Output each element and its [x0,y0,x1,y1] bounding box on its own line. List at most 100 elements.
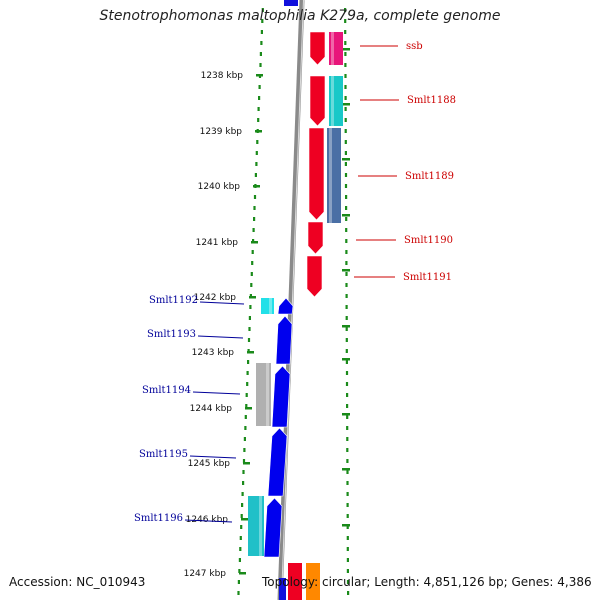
scale-tick [253,185,260,188]
gene-smlt1188-cds-arrow [309,75,326,127]
outer-right-dotted-track [346,437,349,441]
partial-gene-bottom-blue [279,578,286,600]
inner-left-dotted-track [253,195,257,199]
inner-left-dotted-track [257,107,260,111]
inner-left-dotted-track [247,360,250,364]
inner-left-dotted-track [260,30,263,34]
gene-smlt1194-feature [256,363,271,426]
inner-left-dotted-track [253,206,256,210]
outer-right-dotted-track [345,349,348,353]
scale-label: 1241 kbp [196,238,239,248]
gene-label-smlt1190: Smlt1190 [404,235,453,246]
scale-tick [249,296,256,299]
scale-tick [256,74,263,77]
inner-left-dotted-track [245,393,248,397]
outer-right-dotted-track [344,162,347,166]
scale-tick-right [342,103,350,106]
scale-tick [243,462,250,465]
outer-right-dotted-track [344,173,348,177]
feature-sheen [259,496,262,556]
gene-smlt1196-feature [248,496,264,556]
feature-sheen [329,128,332,223]
outer-right-dotted-track [346,393,349,397]
outer-right-dotted-track [344,52,347,56]
partial-gene-top [284,0,298,6]
gene-label-smlt1188: Smlt1188 [407,95,456,106]
gene-smlt1188-feature [329,76,343,126]
outer-right-dotted-track [344,140,347,144]
outer-right-dotted-track [346,536,349,540]
gene-smlt1192-feature [261,298,274,314]
scale-tick-right [342,48,350,51]
gene-smlt1189-cds-arrow [308,127,325,221]
gene-smlt1189-feature [327,128,341,223]
outer-right-dotted-track [345,382,349,386]
inner-left-dotted-track [244,415,247,419]
gene-ssb-cds-arrow [309,31,326,66]
genome-summary-text: Topology: circular; Length: 4,851,126 bp… [262,575,592,589]
inner-left-dotted-track [239,536,242,540]
gene-smlt1192-cds-arrow [277,297,294,315]
inner-left-dotted-track [243,448,246,452]
outer-right-dotted-track [345,239,348,243]
inner-left-dotted-track [259,63,262,67]
inner-left-dotted-track [245,404,248,408]
inner-left-dotted-track [255,162,258,166]
label-leader-line [189,455,237,459]
outer-right-dotted-track [346,558,349,562]
inner-left-dotted-track [249,305,252,309]
scale-tick [239,572,246,575]
outer-right-dotted-track [345,371,349,375]
scale-label: 1244 kbp [190,404,233,414]
outer-right-dotted-track [345,272,348,276]
inner-left-dotted-track [260,41,263,45]
inner-left-dotted-track [248,327,251,331]
gene-label-smlt1192: Smlt1192 [149,295,198,306]
inner-left-dotted-track [242,470,245,474]
outer-right-dotted-track [346,415,349,419]
outer-right-dotted-track [344,107,347,111]
label-leader-line [197,335,244,339]
inner-left-dotted-track [251,261,254,265]
gene-smlt1194-cds-arrow [271,365,291,428]
inner-left-dotted-track [252,228,255,232]
gene-label-ssb: ssb [406,41,423,52]
genome-backbone [277,0,305,600]
inner-left-dotted-track [244,426,247,430]
outer-right-dotted-track [346,514,349,518]
inner-left-dotted-track [246,382,249,386]
scale-label: 1240 kbp [198,182,241,192]
inner-left-dotted-track [239,547,242,551]
inner-left-dotted-track [258,96,261,100]
scale-tick-right [342,524,350,527]
outer-right-dotted-track [344,184,348,188]
inner-left-dotted-track [254,173,257,177]
scale-label: 1247 kbp [184,569,227,579]
outer-right-dotted-track [346,426,349,430]
outer-right-dotted-track [346,492,349,496]
inner-left-dotted-track [237,591,240,595]
outer-right-dotted-track [346,525,349,529]
outer-right-dotted-track [345,217,348,221]
gene-smlt1196-cds-arrow [263,497,283,558]
gene-label-smlt1194: Smlt1194 [142,385,191,396]
gene-smlt1191-cds-arrow [306,255,323,298]
inner-left-dotted-track [253,217,256,221]
feature-sheen [331,76,334,126]
genome-title: Stenotrophomonas maltophilia K279a, comp… [99,8,501,24]
scale-label: 1245 kbp [188,459,231,469]
inner-left-dotted-track [259,52,262,56]
outer-right-dotted-track [345,261,348,265]
outer-right-dotted-track [346,448,349,452]
scale-tick-right [342,468,350,471]
scale-tick-right [342,158,350,161]
outer-right-dotted-track [344,151,347,155]
genome-backbone-highlight [281,0,304,600]
scale-tick [251,241,258,244]
scale-tick-right [342,358,350,361]
gene-label-smlt1195: Smlt1195 [139,449,188,460]
scale-tick-right [342,413,350,416]
outer-right-dotted-track [346,503,349,507]
